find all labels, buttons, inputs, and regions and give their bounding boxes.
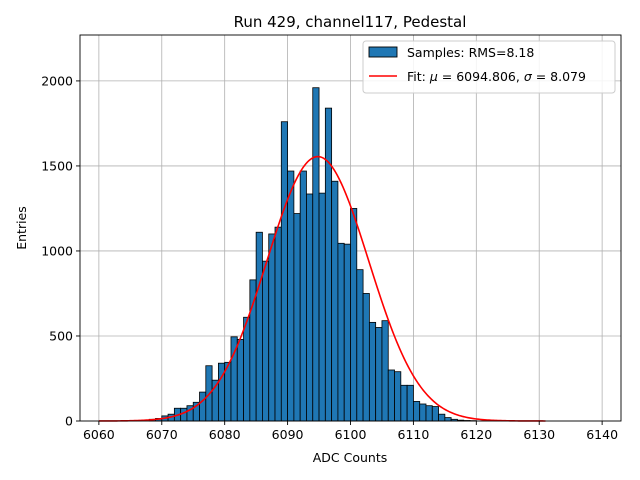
histogram-bar [419, 403, 427, 422]
y-axis: 0 500 1000 1500 2000 [41, 73, 80, 429]
x-tick-label: 6090 [272, 427, 304, 442]
histogram-bar [299, 170, 307, 422]
histogram-bar [381, 320, 389, 422]
legend-fit-mu: μ [429, 69, 438, 84]
x-tick-label: 6070 [146, 427, 178, 442]
histogram-bar [400, 384, 408, 422]
x-tick-label: 6100 [335, 427, 367, 442]
chart-title: Run 429, channel117, Pedestal [234, 13, 467, 31]
histogram-bar [199, 391, 207, 422]
x-tick-label: 6110 [398, 427, 430, 442]
y-tick-label: 500 [49, 328, 73, 343]
histogram-bar [350, 208, 358, 422]
legend-fit-prefix: Fit: [407, 69, 430, 84]
histogram-bar [312, 87, 320, 422]
legend-fit-mid: = 6094.806, [438, 69, 524, 84]
histogram-bar [280, 121, 288, 422]
histogram-bar [268, 233, 276, 422]
y-tick-label: 0 [65, 414, 73, 429]
histogram-bar [413, 401, 421, 422]
histogram-bar [368, 321, 377, 422]
histogram-bar [337, 242, 345, 422]
y-tick-label: 2000 [41, 73, 73, 88]
histogram-bar [331, 180, 339, 422]
histogram-bar [236, 338, 244, 422]
histogram-bar [356, 269, 364, 422]
histogram-bar [249, 279, 257, 422]
histogram-bar [394, 371, 402, 422]
x-tick-label: 6130 [523, 427, 555, 442]
legend-swatch-samples [368, 46, 398, 58]
legend-box [362, 40, 616, 94]
histogram-bar [243, 316, 251, 422]
legend-fit-end: = 8.079 [532, 69, 586, 84]
histogram-bar [444, 417, 452, 422]
histogram-bar [362, 293, 370, 422]
x-axis-title: ADC Counts [313, 450, 388, 465]
histogram-bar [343, 243, 351, 422]
fit-curve [98, 155, 546, 422]
histogram-bar [425, 405, 433, 422]
x-axis: 6060 6070 6080 6090 6100 6110 6120 6130 6140 [83, 421, 618, 442]
histogram-bar [406, 384, 414, 422]
y-tick-label: 1000 [41, 243, 73, 258]
legend-fit-sigma: σ [524, 69, 533, 84]
histogram-bar [255, 231, 263, 422]
histogram-bar [293, 213, 301, 422]
histogram-bar [306, 193, 314, 422]
histogram-bar [431, 406, 439, 422]
histogram-bar [324, 107, 333, 422]
y-tick-label: 1500 [41, 158, 73, 173]
histogram-bar [387, 369, 395, 422]
x-tick-label: 6120 [460, 427, 492, 442]
histogram-bar [438, 413, 446, 422]
histogram-bar [287, 170, 295, 422]
histogram-bar [274, 226, 282, 422]
x-tick-label: 6140 [586, 427, 618, 442]
y-axis-title: Entries [14, 206, 29, 250]
x-tick-label: 6060 [83, 427, 115, 442]
x-tick-label: 6080 [209, 427, 241, 442]
histogram-bars [148, 87, 477, 422]
histogram-bar [375, 327, 383, 422]
histogram-bar [262, 260, 270, 422]
legend-label-fit: Fit: μ = 6094.806, σ = 8.079 [407, 69, 586, 84]
legend: Samples: RMS=8.18 Fit: μ = 6094.806, σ =… [362, 40, 616, 94]
histogram-bar [318, 192, 326, 422]
legend-label-samples: Samples: RMS=8.18 [407, 45, 534, 60]
histogram-bar [180, 407, 188, 422]
